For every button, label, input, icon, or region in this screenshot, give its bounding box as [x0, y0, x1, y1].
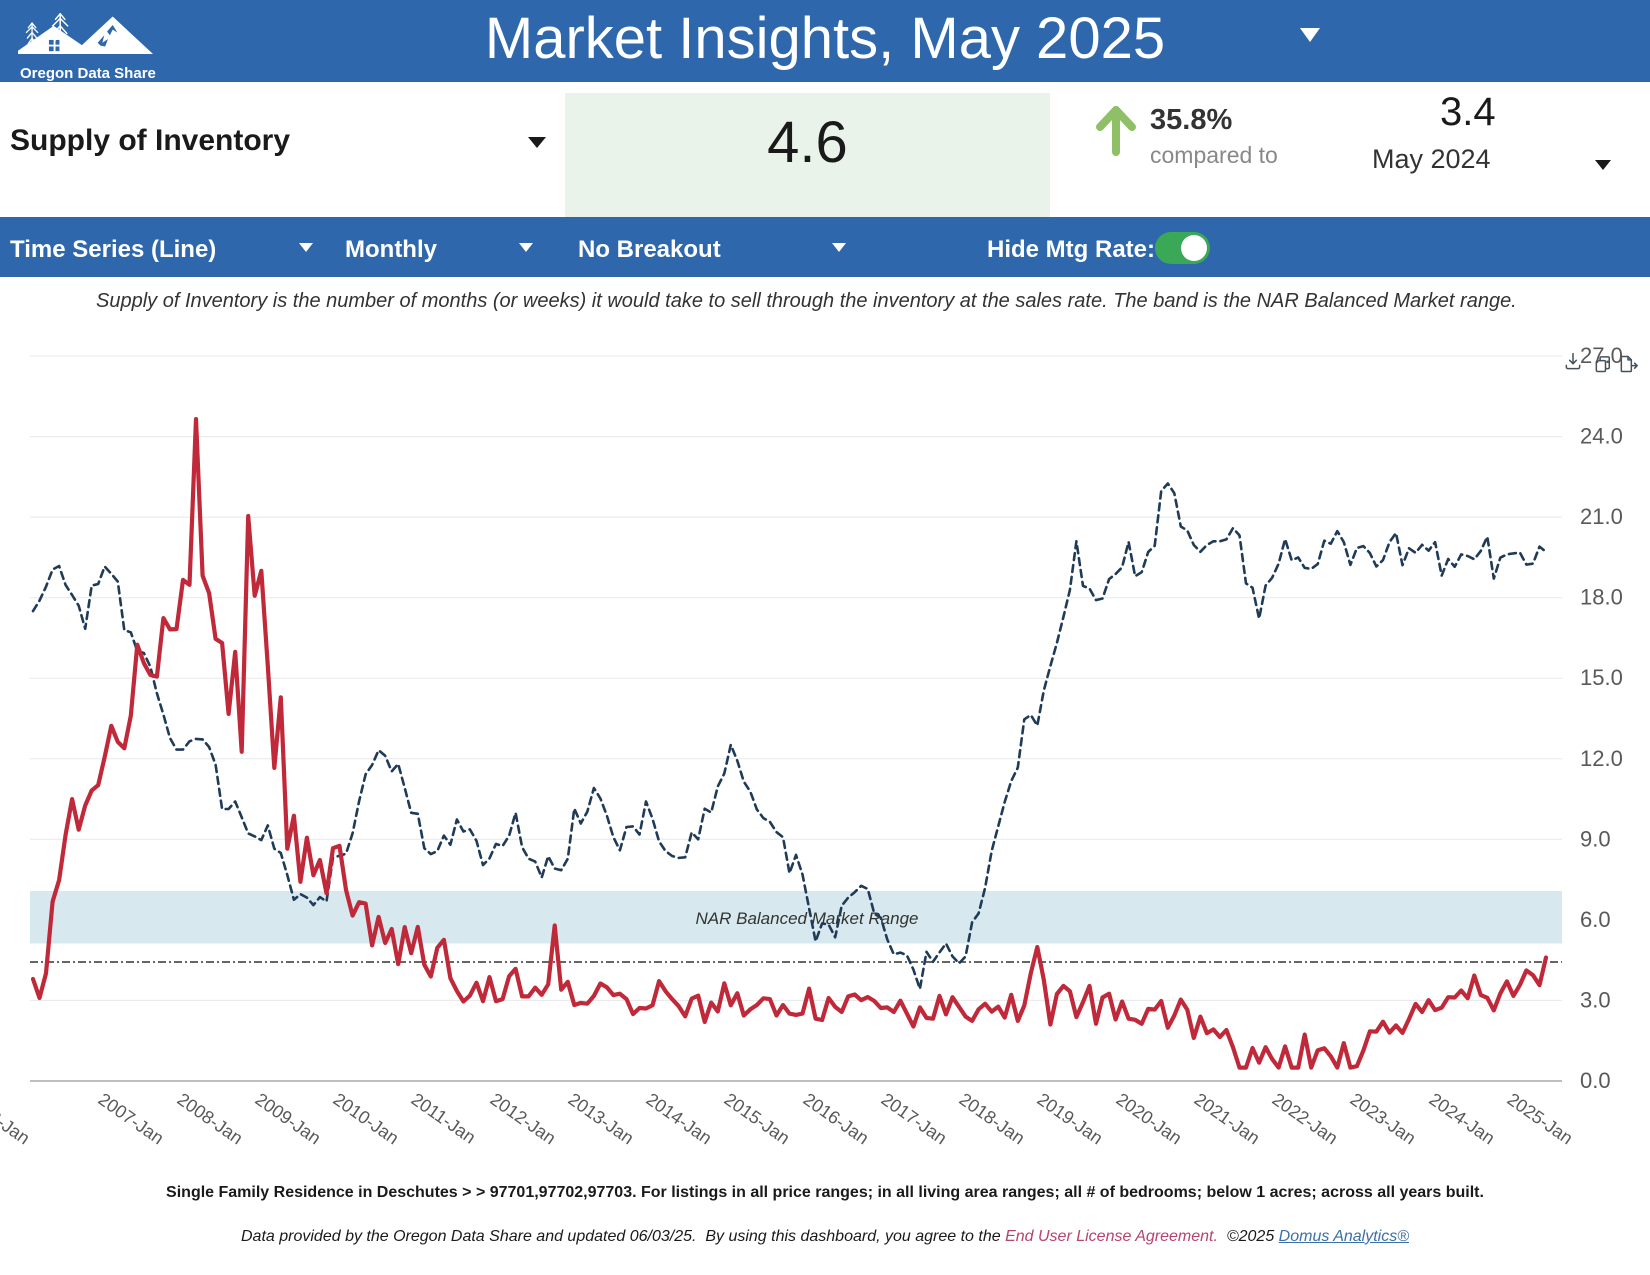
- svg-text:0.0: 0.0: [1580, 1068, 1611, 1093]
- svg-text:NAR Balanced Market Range: NAR Balanced Market Range: [695, 909, 918, 928]
- svg-text:24.0: 24.0: [1580, 424, 1623, 449]
- svg-text:6.0: 6.0: [1580, 907, 1611, 932]
- svg-text:18.0: 18.0: [1580, 585, 1623, 610]
- svg-text:21.0: 21.0: [1580, 504, 1623, 529]
- svg-text:27.0: 27.0: [1580, 343, 1623, 368]
- svg-text:12.0: 12.0: [1580, 746, 1623, 771]
- svg-text:9.0: 9.0: [1580, 826, 1611, 851]
- svg-text:15.0: 15.0: [1580, 665, 1623, 690]
- svg-text:3.0: 3.0: [1580, 987, 1611, 1012]
